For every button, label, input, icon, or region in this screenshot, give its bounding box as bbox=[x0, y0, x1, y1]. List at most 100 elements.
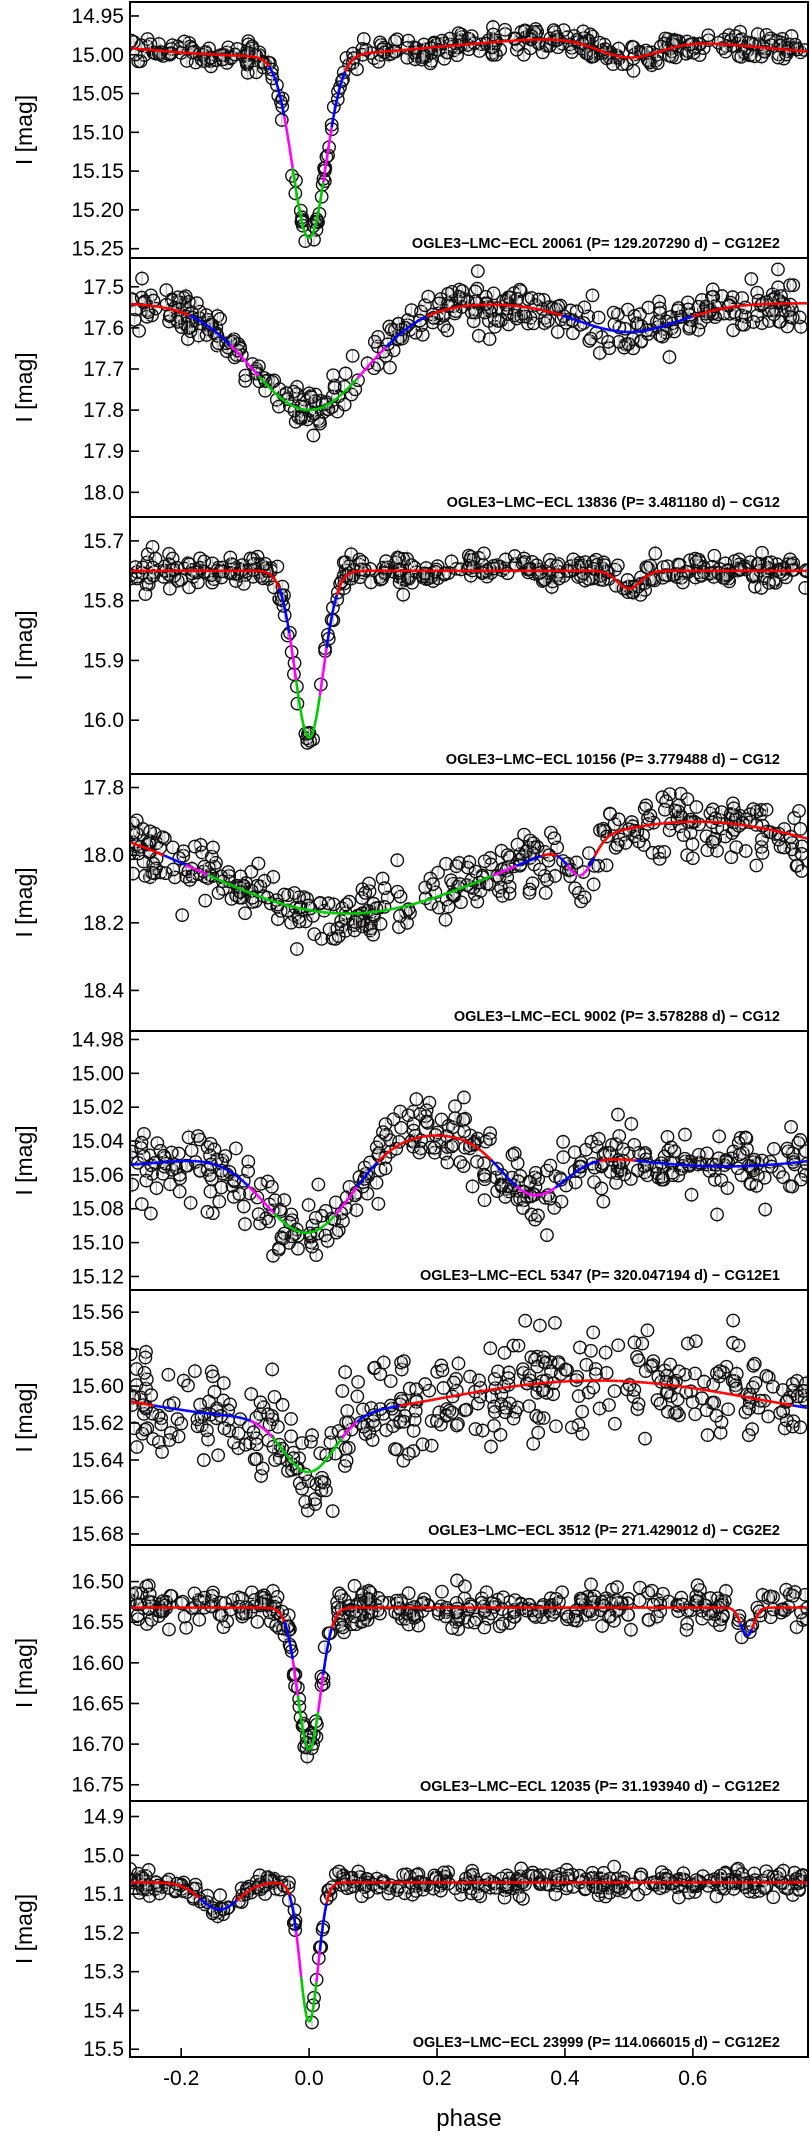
fit-segment bbox=[266, 571, 270, 575]
fit-segment bbox=[210, 875, 214, 879]
fit-segment bbox=[598, 844, 603, 849]
data-point bbox=[215, 52, 230, 67]
data-point bbox=[783, 310, 798, 325]
data-point bbox=[618, 835, 633, 850]
fit-segment bbox=[276, 85, 281, 93]
data-point bbox=[440, 323, 455, 338]
fit-segment bbox=[293, 179, 298, 191]
data-point bbox=[754, 840, 769, 854]
fit-segment bbox=[285, 400, 289, 405]
data-point bbox=[785, 842, 799, 857]
fit-segment bbox=[366, 364, 370, 369]
fit-segment bbox=[293, 405, 297, 409]
fit-segment bbox=[578, 319, 582, 323]
fit-segment bbox=[460, 886, 463, 890]
model-fit bbox=[130, 38, 808, 240]
fit-segment bbox=[296, 200, 301, 211]
fit-segment bbox=[521, 861, 524, 865]
fit-segment bbox=[310, 232, 315, 237]
fit-segment bbox=[260, 895, 263, 899]
fit-segment bbox=[642, 576, 647, 580]
fit-segment bbox=[697, 313, 700, 317]
fit-segment bbox=[454, 888, 458, 892]
fit-segment bbox=[333, 100, 339, 109]
data-point bbox=[655, 329, 670, 344]
data-point bbox=[634, 334, 648, 348]
light-curve-panel: 14.95 15.00 15.05 15.10 15.15 15.20 15.25 I [ma… bbox=[11, 1, 809, 261]
fit-segment bbox=[349, 383, 353, 387]
data-point bbox=[502, 850, 517, 865]
data-point bbox=[757, 44, 772, 59]
data-point bbox=[377, 881, 392, 896]
data-point bbox=[327, 380, 342, 395]
fit-segment bbox=[699, 312, 702, 316]
data-point bbox=[540, 314, 555, 328]
data-point bbox=[272, 592, 287, 606]
fit-segment bbox=[573, 872, 577, 876]
panel-stack: 14.95 15.00 15.05 15.10 15.15 15.20 15.25 I [ma… bbox=[11, 1, 809, 2061]
fit-segment bbox=[502, 869, 506, 873]
data-point bbox=[421, 289, 436, 304]
fit-segment bbox=[562, 860, 567, 865]
data-point bbox=[360, 356, 375, 371]
data-point bbox=[426, 310, 441, 325]
fit-segment bbox=[165, 854, 168, 859]
data-point bbox=[592, 35, 607, 50]
fit-segment bbox=[289, 643, 295, 657]
data-point bbox=[523, 833, 538, 848]
fit-segment bbox=[519, 862, 523, 866]
data-point bbox=[348, 915, 363, 929]
fit-segment bbox=[232, 347, 237, 351]
fit-segment bbox=[332, 108, 337, 118]
fit-segment bbox=[188, 314, 192, 318]
fit-segment bbox=[602, 570, 605, 574]
data-point bbox=[738, 844, 753, 858]
fit-segment bbox=[505, 868, 509, 872]
data-point bbox=[610, 837, 625, 852]
fit-segment bbox=[434, 895, 438, 899]
fit-segment bbox=[200, 870, 204, 874]
fit-segment bbox=[322, 404, 326, 409]
fit-segment bbox=[180, 861, 184, 865]
fit-segment bbox=[282, 605, 288, 615]
fit-segment bbox=[529, 858, 533, 862]
data-point bbox=[352, 914, 367, 929]
fit-segment bbox=[655, 51, 658, 55]
fit-segment bbox=[139, 844, 143, 848]
data-point bbox=[319, 397, 333, 411]
fit-segment bbox=[666, 323, 670, 327]
fit-segment bbox=[480, 878, 484, 882]
fit-segment bbox=[222, 880, 226, 884]
data-point bbox=[140, 547, 155, 562]
fit-segment bbox=[247, 363, 252, 368]
data-point bbox=[157, 559, 172, 574]
fit-segment bbox=[183, 312, 187, 316]
fit-segment bbox=[144, 846, 148, 850]
data-point bbox=[464, 549, 478, 564]
fit-segment bbox=[351, 381, 355, 386]
fit-segment bbox=[575, 318, 578, 322]
fit-segment bbox=[352, 56, 357, 60]
data-point bbox=[783, 278, 797, 293]
fit-segment bbox=[431, 896, 434, 900]
fit-segment bbox=[571, 317, 575, 321]
data-point bbox=[667, 324, 682, 339]
fit-segment bbox=[556, 312, 560, 316]
data-point bbox=[685, 851, 700, 866]
fit-segment bbox=[335, 396, 340, 400]
fit-segment bbox=[244, 360, 248, 364]
y-axis-label: I [mag] bbox=[11, 95, 37, 165]
y-tick-label: 17.5 bbox=[83, 276, 124, 299]
fit-segment bbox=[208, 326, 213, 330]
fit-segment bbox=[482, 877, 485, 881]
data-point bbox=[658, 31, 673, 46]
fit-segment bbox=[536, 855, 539, 859]
fit-segment bbox=[613, 578, 618, 582]
data-point bbox=[507, 308, 521, 323]
data-point bbox=[284, 915, 298, 930]
fit-segment bbox=[271, 71, 276, 77]
data-point bbox=[606, 305, 621, 320]
fit-segment bbox=[424, 899, 428, 903]
data-point bbox=[431, 900, 446, 915]
fit-segment bbox=[426, 898, 429, 902]
